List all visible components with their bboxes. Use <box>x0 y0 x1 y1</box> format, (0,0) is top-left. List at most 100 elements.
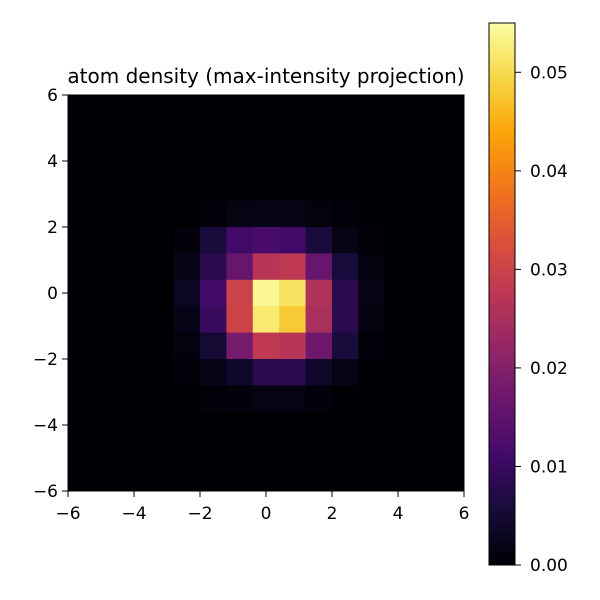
heatmap-cell <box>68 121 95 149</box>
heatmap-cell <box>226 279 254 307</box>
heatmap-cell <box>68 279 95 307</box>
heatmap-cell <box>411 227 439 254</box>
heatmap-cell <box>305 95 333 122</box>
heatmap-cell <box>120 200 148 228</box>
heatmap-cell <box>147 95 175 122</box>
heatmap-cell <box>358 464 386 492</box>
heatmap-cell <box>94 121 122 149</box>
heatmap-cell <box>332 438 359 466</box>
y-tick-label: 0 <box>47 284 58 304</box>
heatmap-cell <box>384 95 412 122</box>
heatmap-cell <box>226 359 254 386</box>
heatmap-cell <box>279 411 307 439</box>
heatmap-cell <box>173 174 201 202</box>
heatmap-cell <box>384 464 412 492</box>
heatmap-cell <box>173 200 201 228</box>
heatmap-cell <box>68 359 95 386</box>
colorbar-tick-label: 0.05 <box>530 63 568 83</box>
heatmap-cell <box>358 121 386 149</box>
heatmap-cell <box>384 306 412 334</box>
heatmap-cell <box>147 253 175 281</box>
colorbar-ticks: 0.00 0.01 0.02 0.03 0.04 0.05 <box>515 63 568 576</box>
heatmap-cell <box>437 411 465 439</box>
heatmap-cell <box>226 438 254 466</box>
y-axis: 6 4 2 0 −2 −4 −6 <box>33 86 68 502</box>
heatmap-cell <box>252 464 280 492</box>
heatmap-cell <box>411 332 439 360</box>
heatmap-cells <box>68 95 465 492</box>
heatmap-cell <box>226 121 254 149</box>
heatmap-cell <box>437 306 465 334</box>
colorbar-tick-label: 0.02 <box>530 359 568 379</box>
heatmap-cell <box>305 121 333 149</box>
heatmap-cell <box>252 359 280 386</box>
heatmap-cell <box>332 464 359 492</box>
y-tick-label: −2 <box>33 350 58 370</box>
heatmap-cell <box>358 438 386 466</box>
heatmap-cell <box>305 332 333 360</box>
heatmap-cell <box>358 332 386 360</box>
heatmap-cell <box>226 306 254 334</box>
heatmap-cell <box>200 385 227 413</box>
heatmap-cell <box>332 332 359 360</box>
x-tick-label: 0 <box>261 504 272 524</box>
heatmap-cell <box>173 227 201 254</box>
heatmap-cell <box>411 174 439 202</box>
heatmap-cell <box>68 174 95 202</box>
heatmap-cell <box>279 227 307 254</box>
heatmap-cell <box>120 121 148 149</box>
heatmap-cell <box>279 95 307 122</box>
y-tick-label: 6 <box>47 86 58 106</box>
heatmap-cell <box>279 253 307 281</box>
heatmap-cell <box>226 332 254 360</box>
heatmap-cell <box>147 147 175 175</box>
heatmap-cell <box>120 174 148 202</box>
heatmap-cell <box>173 279 201 307</box>
heatmap-cell <box>358 279 386 307</box>
heatmap-cell <box>384 438 412 466</box>
heatmap-cell <box>252 411 280 439</box>
heatmap-cell <box>226 147 254 175</box>
heatmap-cell <box>332 227 359 254</box>
heatmap-cell <box>173 253 201 281</box>
heatmap-cell <box>226 200 254 228</box>
heatmap-cell <box>68 385 95 413</box>
heatmap-cell <box>279 174 307 202</box>
heatmap-cell <box>68 438 95 466</box>
heatmap-cell <box>411 121 439 149</box>
y-tick-label: 4 <box>47 152 58 172</box>
heatmap-cell <box>120 332 148 360</box>
heatmap-cell <box>200 227 227 254</box>
heatmap-cell <box>147 411 175 439</box>
heatmap-cell <box>147 121 175 149</box>
colorbar-gradient <box>488 22 516 566</box>
heatmap-cell <box>173 147 201 175</box>
colorbar-tick-label: 0.00 <box>530 556 568 576</box>
heatmap-cell <box>200 464 227 492</box>
heatmap-cell <box>437 438 465 466</box>
heatmap-cell <box>279 306 307 334</box>
heatmap-cell <box>305 438 333 466</box>
heatmap-cell <box>437 200 465 228</box>
heatmap-cell <box>411 279 439 307</box>
heatmap-cell <box>411 147 439 175</box>
heatmap-cell <box>173 438 201 466</box>
x-axis: −6 −4 −2 0 2 4 6 <box>55 491 469 524</box>
heatmap-cell <box>332 95 359 122</box>
colorbar: 0.00 0.01 0.02 0.03 0.04 0.05 <box>488 22 568 576</box>
heatmap-cell <box>200 121 227 149</box>
heatmap-cell <box>147 359 175 386</box>
heatmap-cell <box>147 227 175 254</box>
heatmap-cell <box>147 200 175 228</box>
heatmap-cell <box>305 174 333 202</box>
y-tick-label: 2 <box>47 218 58 238</box>
heatmap-cell <box>226 95 254 122</box>
heatmap-cell <box>173 332 201 360</box>
heatmap-cell <box>68 147 95 175</box>
heatmap-cell <box>94 227 122 254</box>
heatmap-cell <box>120 438 148 466</box>
y-tick-label: −4 <box>33 416 58 436</box>
heatmap-cell <box>358 359 386 386</box>
heatmap-cell <box>384 253 412 281</box>
heatmap-cell <box>120 359 148 386</box>
